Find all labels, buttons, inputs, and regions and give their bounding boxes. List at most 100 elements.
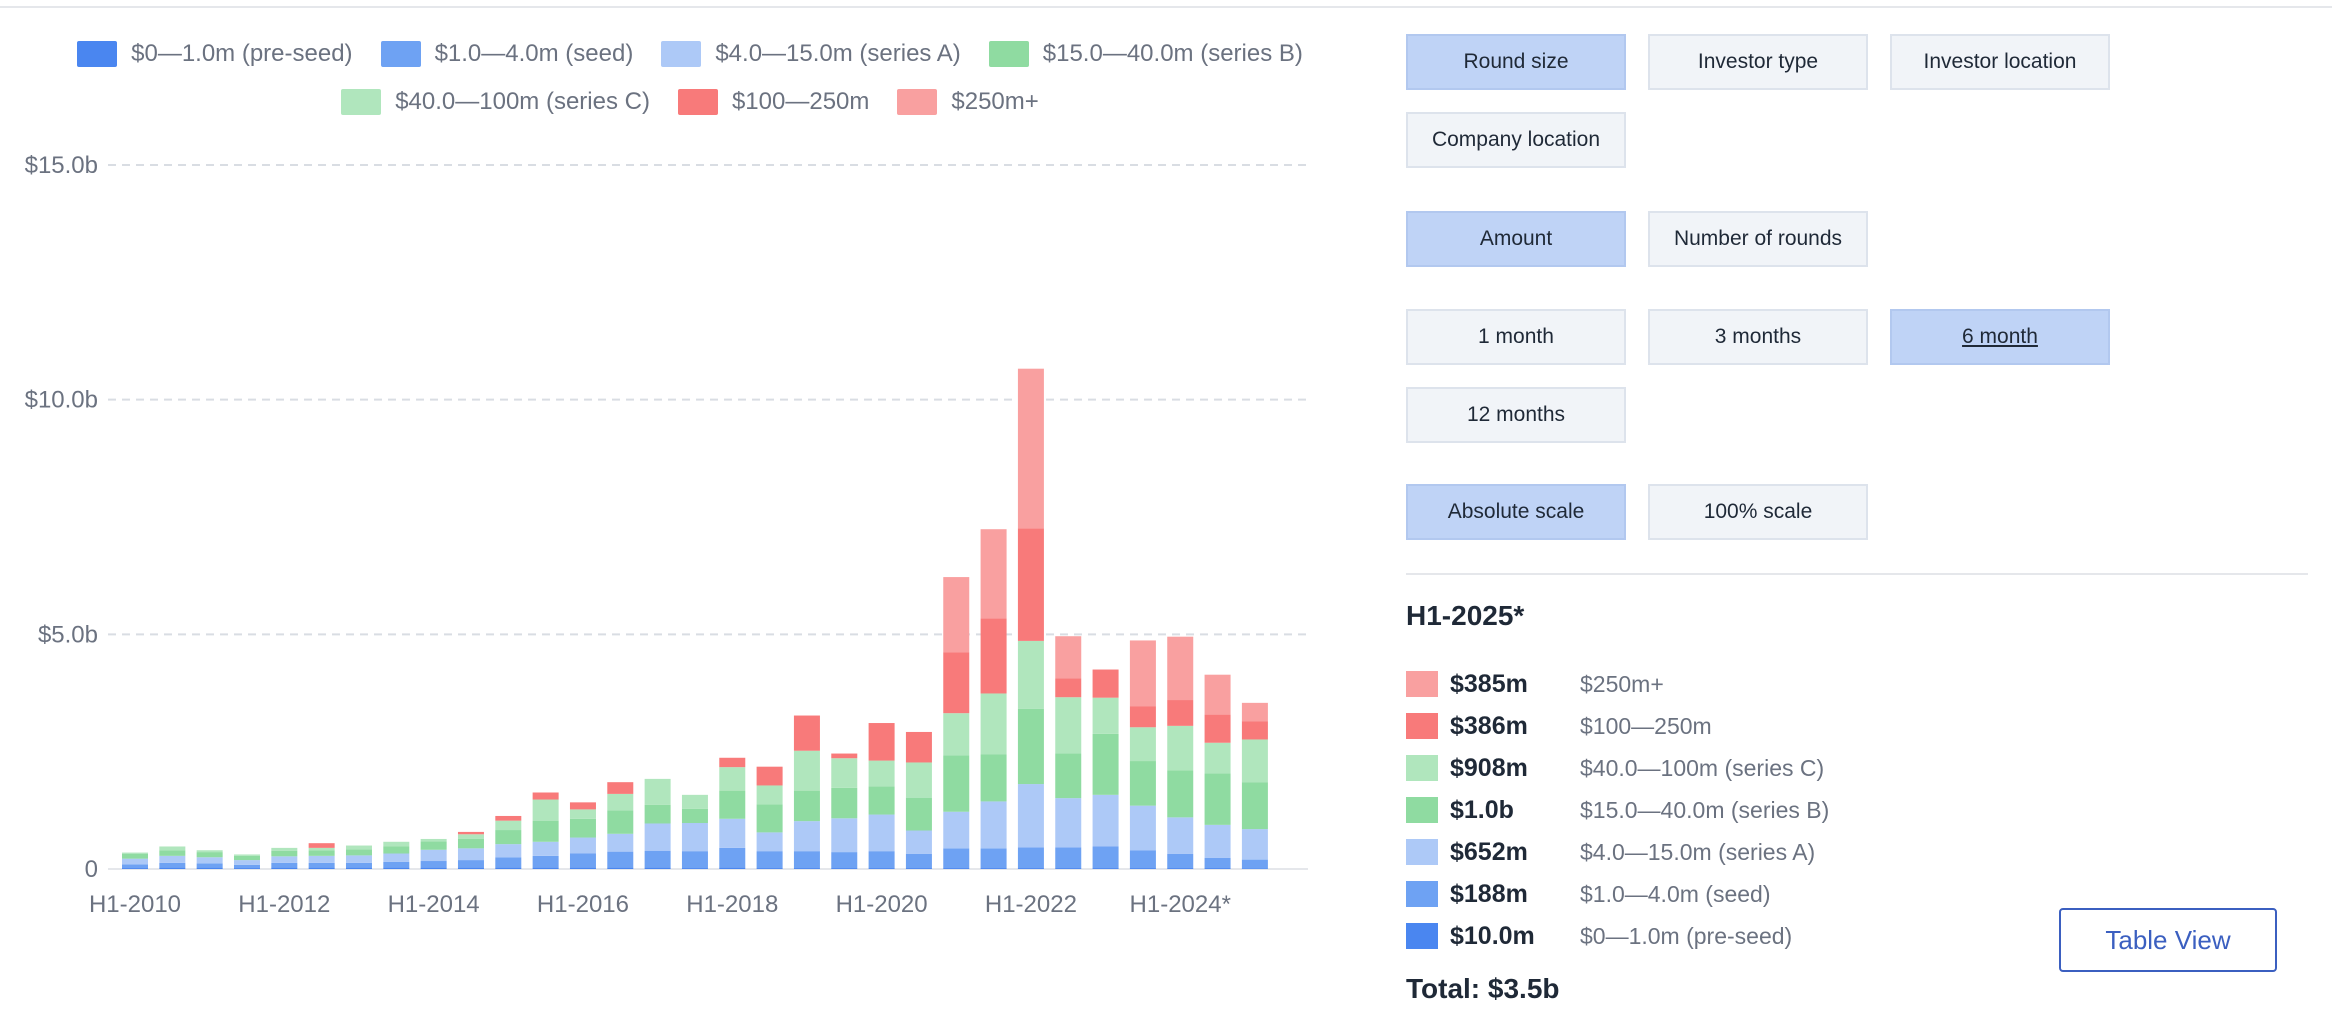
bar-segment[interactable]: [271, 856, 298, 863]
bar-segment[interactable]: [943, 755, 970, 812]
legend-item[interactable]: $15.0—40.0m (series B): [988, 36, 1303, 72]
bar-segment[interactable]: [868, 814, 895, 852]
bar-segment[interactable]: [980, 618, 1007, 694]
bar-segment[interactable]: [1129, 805, 1156, 851]
bar-segment[interactable]: [196, 857, 223, 864]
bar-segment[interactable]: [1055, 636, 1082, 679]
bar-segment[interactable]: [1129, 761, 1156, 806]
bar-segment[interactable]: [1129, 850, 1156, 869]
bar-segment[interactable]: [756, 832, 783, 852]
bar-segment[interactable]: [233, 855, 260, 861]
bar-segment[interactable]: [159, 862, 186, 868]
bar-segment[interactable]: [532, 855, 559, 868]
bar-segment[interactable]: [122, 864, 148, 869]
bar-segment[interactable]: [868, 786, 895, 815]
bar-segment[interactable]: [420, 838, 447, 842]
bar-segment[interactable]: [495, 820, 522, 831]
bar-segment[interactable]: [1167, 725, 1194, 771]
bar-segment[interactable]: [1241, 702, 1268, 722]
bar-segment[interactable]: [1167, 636, 1194, 701]
bar-segment[interactable]: [271, 847, 298, 851]
bar-segment[interactable]: [943, 868, 970, 869]
bar-segment[interactable]: [122, 852, 148, 854]
bar-segment[interactable]: [905, 853, 932, 869]
bar-segment[interactable]: [420, 849, 447, 862]
bar-segment[interactable]: [383, 867, 410, 869]
bar-segment[interactable]: [868, 868, 895, 869]
bar-segment[interactable]: [980, 754, 1007, 802]
bar-segment[interactable]: [1167, 868, 1194, 869]
bar-segment[interactable]: [1167, 817, 1194, 854]
bar-segment[interactable]: [868, 760, 895, 787]
bar-segment[interactable]: [607, 833, 634, 852]
bar-segment[interactable]: [122, 868, 148, 869]
table-view-button[interactable]: Table View: [2059, 908, 2277, 972]
bar-segment[interactable]: [644, 850, 671, 868]
bar-segment[interactable]: [719, 767, 746, 791]
bar-segment[interactable]: [1017, 868, 1044, 869]
bar-segment[interactable]: [943, 577, 970, 653]
bar-segment[interactable]: [308, 867, 335, 869]
metric-amount-button[interactable]: Amount: [1406, 211, 1626, 267]
bar-segment[interactable]: [271, 862, 298, 868]
bar-segment[interactable]: [607, 782, 634, 794]
bar-segment[interactable]: [905, 868, 932, 869]
bar-segment[interactable]: [1241, 782, 1268, 830]
bar-segment[interactable]: [943, 848, 970, 869]
bar-segment[interactable]: [122, 858, 148, 865]
bar-segment[interactable]: [1241, 859, 1268, 869]
bar-segment[interactable]: [457, 867, 484, 869]
bar-segment[interactable]: [831, 758, 858, 788]
bar-segment[interactable]: [644, 778, 671, 805]
bar-segment[interactable]: [1204, 773, 1231, 825]
bar-segment[interactable]: [308, 850, 335, 856]
bar-segment[interactable]: [345, 867, 372, 869]
breakdown-company-location-button[interactable]: Company location: [1406, 112, 1626, 168]
bar-segment[interactable]: [569, 802, 596, 810]
bar-segment[interactable]: [1055, 868, 1082, 869]
bar-segment[interactable]: [905, 762, 932, 798]
bar-segment[interactable]: [196, 852, 223, 858]
bar-segment[interactable]: [943, 652, 970, 714]
bar-segment[interactable]: [943, 811, 970, 849]
bar-segment[interactable]: [831, 753, 858, 759]
bar-segment[interactable]: [532, 792, 559, 800]
bar-segment[interactable]: [457, 848, 484, 861]
period-6-month-button[interactable]: 6 month: [1890, 309, 2110, 365]
bar-segment[interactable]: [569, 837, 596, 854]
bar-segment[interactable]: [905, 830, 932, 854]
bar-segment[interactable]: [495, 844, 522, 858]
bar-segment[interactable]: [495, 815, 522, 821]
bar-segment[interactable]: [1092, 669, 1119, 698]
bar-segment[interactable]: [420, 867, 447, 869]
bar-segment[interactable]: [831, 818, 858, 853]
bar-segment[interactable]: [1204, 868, 1231, 869]
bar-segment[interactable]: [1055, 847, 1082, 869]
bar-segment[interactable]: [1017, 640, 1044, 709]
bar-segment[interactable]: [308, 862, 335, 868]
bar-segment[interactable]: [569, 818, 596, 838]
bar-segment[interactable]: [1204, 857, 1231, 869]
bar-segment[interactable]: [495, 830, 522, 845]
bar-segment[interactable]: [644, 867, 671, 869]
bar-segment[interactable]: [681, 823, 708, 852]
bar-segment[interactable]: [1167, 700, 1194, 726]
bar-segment[interactable]: [831, 852, 858, 869]
bar-segment[interactable]: [532, 867, 559, 869]
bar-segment[interactable]: [1241, 739, 1268, 783]
bar-segment[interactable]: [159, 850, 186, 856]
bar-segment[interactable]: [756, 766, 783, 786]
breakdown-investor-type-button[interactable]: Investor type: [1648, 34, 1868, 90]
bar-segment[interactable]: [1017, 708, 1044, 785]
bar-segment[interactable]: [719, 847, 746, 868]
bar-segment[interactable]: [1092, 733, 1119, 795]
bar-segment[interactable]: [1204, 824, 1231, 858]
legend-item[interactable]: $0—1.0m (pre-seed): [77, 36, 353, 72]
bar-segment[interactable]: [271, 850, 298, 857]
bar-segment[interactable]: [383, 853, 410, 862]
bar-segment[interactable]: [644, 823, 671, 851]
bar-segment[interactable]: [980, 693, 1007, 755]
bar-segment[interactable]: [495, 857, 522, 868]
bar-segment[interactable]: [793, 750, 820, 791]
bar-segment[interactable]: [1017, 368, 1044, 529]
